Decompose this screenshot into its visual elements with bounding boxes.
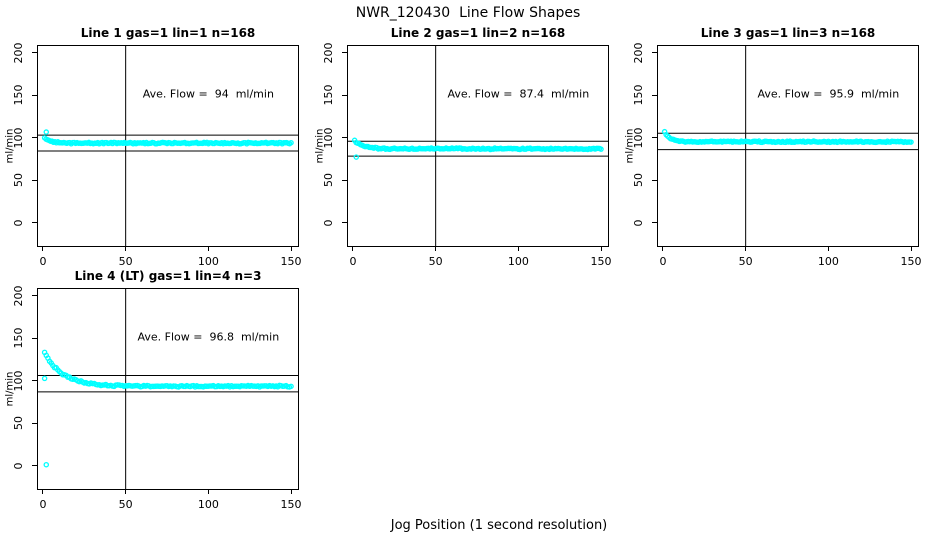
- panel-3-title: Line 3 gas=1 lin=3 n=168: [700, 26, 876, 40]
- y-tick-label: 200: [11, 285, 25, 307]
- flow-data-point: [353, 154, 360, 160]
- panel-2-title: Line 2 gas=1 lin=2 n=168: [390, 26, 566, 40]
- y-tick-label: 150: [11, 327, 25, 349]
- y-tick-mark: [652, 222, 657, 224]
- panel-1-scatter-plot: [38, 46, 298, 246]
- y-tick-label: 0: [11, 462, 25, 470]
- y-tick-label: 200: [631, 42, 645, 64]
- x-tick-mark: [662, 246, 664, 251]
- x-tick-mark: [42, 246, 44, 251]
- y-tick-label: 150: [321, 84, 335, 106]
- y-tick-mark: [32, 295, 37, 297]
- x-tick-mark: [600, 246, 602, 251]
- y-tick-label: 0: [11, 219, 25, 227]
- y-tick-label: 150: [631, 84, 645, 106]
- x-tick-label: 150: [280, 498, 302, 511]
- panel-2-scatter-plot: [348, 46, 608, 246]
- panel-4-scatter-plot: [38, 289, 298, 489]
- x-tick-mark: [290, 489, 292, 494]
- x-tick-mark: [290, 246, 292, 251]
- x-tick-label: 100: [817, 255, 839, 268]
- y-tick-mark: [342, 137, 347, 139]
- y-tick-mark: [32, 337, 37, 339]
- y-tick-mark: [32, 422, 37, 424]
- x-tick-label: 50: [428, 255, 443, 268]
- y-tick-label: 100: [11, 127, 25, 149]
- y-tick-label: 50: [631, 173, 645, 188]
- y-tick-mark: [32, 380, 37, 382]
- y-tick-label: 100: [321, 127, 335, 149]
- y-tick-mark: [32, 137, 37, 139]
- x-tick-mark: [745, 246, 747, 251]
- y-tick-mark: [32, 465, 37, 467]
- y-tick-mark: [32, 179, 37, 181]
- panel-line-4: Line 4 (LT) gas=1 lin=4 n=3 ml/min Ave. …: [5, 269, 302, 511]
- y-tick-mark: [32, 94, 37, 96]
- y-tick-label: 50: [11, 416, 25, 431]
- flow-data-point: [43, 129, 50, 135]
- flow-data-point: [288, 383, 294, 390]
- flow-data-point: [908, 139, 914, 145]
- panel-line-1: Line 1 gas=1 lin=1 n=168 ml/min Ave. Flo…: [5, 26, 302, 268]
- x-tick-mark: [125, 246, 127, 251]
- x-tick-label: 0: [349, 255, 357, 268]
- panel-2-ave-flow-annotation: Ave. Flow = 87.4 ml/min: [447, 87, 590, 101]
- x-tick-label: 100: [197, 498, 219, 511]
- x-tick-mark: [517, 246, 519, 251]
- y-tick-label: 50: [321, 173, 335, 188]
- panel-4-title: Line 4 (LT) gas=1 lin=4 n=3: [74, 269, 262, 283]
- panel-1-title: Line 1 gas=1 lin=1 n=168: [80, 26, 256, 40]
- y-tick-mark: [342, 222, 347, 224]
- y-tick-mark: [32, 222, 37, 224]
- panel-4-ave-flow-annotation: Ave. Flow = 96.8 ml/min: [137, 330, 280, 344]
- y-tick-label: 150: [11, 84, 25, 106]
- x-tick-label: 0: [39, 255, 47, 268]
- x-tick-label: 100: [197, 255, 219, 268]
- x-tick-mark: [42, 489, 44, 494]
- x-tick-label: 50: [738, 255, 753, 268]
- x-tick-label: 50: [118, 255, 133, 268]
- y-tick-mark: [652, 179, 657, 181]
- flow-data-point: [598, 146, 604, 152]
- panel-3-scatter-plot: [658, 46, 918, 246]
- x-tick-mark: [910, 246, 912, 251]
- panel-1-ave-flow-annotation: Ave. Flow = 94 ml/min: [142, 87, 274, 101]
- y-tick-label: 0: [321, 219, 335, 227]
- x-tick-mark: [827, 246, 829, 251]
- x-tick-label: 150: [280, 255, 302, 268]
- x-tick-label: 0: [659, 255, 667, 268]
- x-tick-mark: [352, 246, 354, 251]
- y-tick-mark: [32, 52, 37, 54]
- flow-data-point: [288, 139, 294, 146]
- x-tick-mark: [207, 489, 209, 494]
- x-tick-mark: [207, 246, 209, 251]
- x-tick-mark: [125, 489, 127, 494]
- y-tick-mark: [342, 52, 347, 54]
- y-tick-label: 0: [631, 219, 645, 227]
- x-tick-label: 100: [507, 255, 529, 268]
- figure-x-axis-label: Jog Position (1 second resolution): [390, 518, 608, 533]
- panel-3-ave-flow-annotation: Ave. Flow = 95.9 ml/min: [757, 87, 900, 101]
- panel-line-3: Line 3 gas=1 lin=3 n=168 ml/min Ave. Flo…: [625, 26, 922, 268]
- flow-data-point: [41, 375, 48, 382]
- y-tick-mark: [342, 94, 347, 96]
- x-tick-label: 50: [118, 498, 133, 511]
- y-tick-mark: [342, 179, 347, 181]
- panel-line-2: Line 2 gas=1 lin=2 n=168 ml/min Ave. Flo…: [315, 26, 612, 268]
- y-tick-label: 200: [11, 42, 25, 64]
- y-tick-label: 100: [11, 370, 25, 392]
- y-tick-mark: [652, 94, 657, 96]
- y-tick-mark: [652, 52, 657, 54]
- y-tick-label: 100: [631, 127, 645, 149]
- y-tick-label: 50: [11, 173, 25, 188]
- y-tick-mark: [652, 137, 657, 139]
- y-tick-label: 200: [321, 42, 335, 64]
- x-tick-mark: [435, 246, 437, 251]
- figure-title: NWR_120430 Line Flow Shapes: [355, 5, 581, 21]
- flow-data-point: [43, 461, 50, 468]
- x-tick-label: 150: [900, 255, 922, 268]
- x-tick-label: 150: [590, 255, 612, 268]
- x-tick-label: 0: [39, 498, 47, 511]
